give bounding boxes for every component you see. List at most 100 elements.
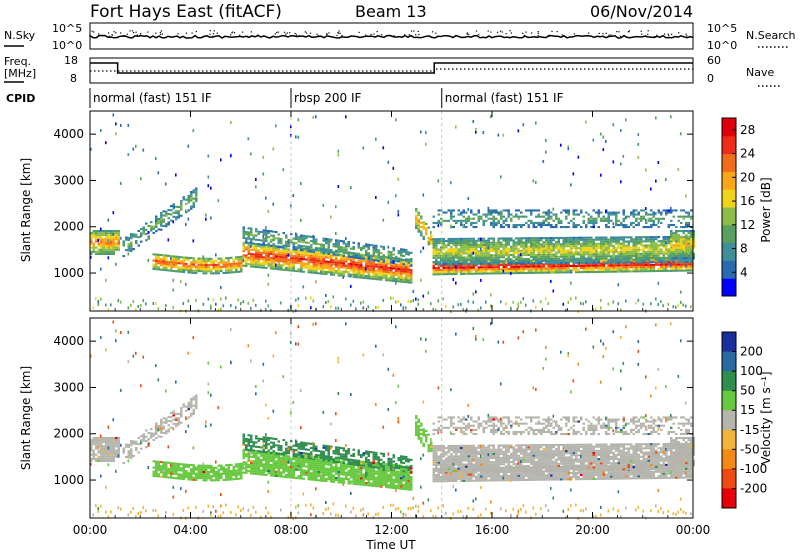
power-cell bbox=[245, 239, 248, 242]
power-scatter bbox=[620, 129, 622, 132]
power-cell bbox=[482, 260, 485, 263]
power-cell bbox=[547, 217, 550, 220]
power-cell bbox=[150, 225, 153, 228]
power-cell bbox=[145, 239, 148, 242]
power-cell bbox=[105, 252, 108, 255]
power-cell bbox=[570, 241, 573, 244]
power-cell bbox=[297, 249, 300, 252]
power-cell bbox=[180, 262, 183, 265]
power-cell bbox=[642, 226, 645, 229]
power-cell bbox=[585, 236, 588, 239]
power-cell bbox=[487, 237, 490, 240]
power-cell bbox=[645, 246, 648, 249]
noise-search-point bbox=[505, 33, 507, 35]
power-cell bbox=[407, 259, 410, 262]
power-cell bbox=[470, 211, 473, 214]
power-cell bbox=[582, 247, 585, 250]
power-cell bbox=[625, 264, 628, 267]
power-cell bbox=[167, 221, 170, 224]
power-ground bbox=[335, 306, 337, 310]
power-scatter bbox=[680, 132, 682, 136]
velocity-cell bbox=[102, 453, 105, 456]
power-cell bbox=[342, 254, 345, 257]
power-ground bbox=[217, 308, 220, 312]
power-scatter bbox=[487, 246, 490, 250]
power-cell bbox=[492, 241, 495, 244]
power-scatter bbox=[620, 180, 622, 184]
velocity-scatter bbox=[115, 339, 117, 343]
velocity-cell bbox=[155, 466, 158, 469]
power-cell bbox=[112, 240, 115, 243]
power-cell bbox=[152, 253, 155, 256]
power-cell bbox=[422, 227, 425, 230]
power-cell bbox=[625, 236, 628, 239]
power-cell bbox=[475, 248, 478, 251]
velocity-cell bbox=[170, 416, 173, 419]
velocity-cell bbox=[110, 457, 113, 460]
power-cell bbox=[322, 250, 325, 253]
power-cell bbox=[527, 249, 530, 252]
velocity-scatter bbox=[155, 364, 157, 368]
power-cell bbox=[442, 246, 445, 249]
power-cell bbox=[632, 211, 635, 214]
power-cell bbox=[357, 257, 360, 260]
power-cell bbox=[445, 240, 448, 243]
power-cell bbox=[575, 253, 578, 256]
power-cell bbox=[462, 262, 465, 265]
power-cell bbox=[387, 277, 390, 280]
power-cell bbox=[252, 246, 255, 249]
power-cell bbox=[100, 248, 103, 251]
velocity-ground bbox=[107, 515, 110, 519]
power-cell bbox=[630, 255, 633, 258]
power-cell bbox=[547, 215, 550, 218]
power-cell bbox=[310, 267, 313, 270]
power-cell bbox=[387, 279, 390, 282]
power-cell bbox=[662, 236, 665, 239]
power-cell bbox=[467, 237, 470, 240]
power-cell bbox=[552, 245, 555, 248]
power-cell bbox=[507, 237, 510, 240]
power-cell bbox=[480, 262, 483, 265]
power-scatter bbox=[522, 123, 525, 127]
power-cell bbox=[587, 257, 590, 260]
power-cell bbox=[270, 265, 273, 268]
power-cell bbox=[542, 241, 545, 244]
power-cell bbox=[620, 238, 623, 241]
power-cell bbox=[195, 197, 198, 200]
power-cell bbox=[270, 267, 273, 270]
power-cell bbox=[572, 247, 575, 250]
power-cell bbox=[285, 260, 288, 263]
power-cell bbox=[462, 256, 465, 259]
power-cell bbox=[480, 268, 483, 271]
power-cell bbox=[377, 267, 380, 270]
power-cell bbox=[522, 267, 525, 270]
power-cell bbox=[650, 256, 653, 259]
power-cell bbox=[560, 219, 563, 222]
power-cell bbox=[405, 272, 408, 275]
power-cell bbox=[500, 261, 503, 264]
power-cell bbox=[432, 269, 435, 272]
power-cell bbox=[500, 243, 503, 246]
power-cell bbox=[665, 259, 668, 262]
power-cell bbox=[662, 254, 665, 257]
power-cell bbox=[400, 272, 403, 275]
power-ground bbox=[155, 302, 157, 306]
power-cell bbox=[110, 230, 113, 233]
power-cell bbox=[545, 262, 548, 265]
power-cell bbox=[245, 246, 248, 249]
power-cell bbox=[680, 238, 683, 241]
power-cell bbox=[382, 266, 385, 269]
noise-search-point bbox=[602, 33, 604, 35]
power-cell bbox=[467, 270, 470, 273]
power-cell bbox=[540, 255, 543, 258]
power-cell bbox=[607, 238, 610, 241]
power-cell bbox=[410, 273, 413, 276]
power-scatter bbox=[497, 221, 500, 225]
power-scatter bbox=[265, 196, 267, 200]
power-cell bbox=[640, 257, 643, 260]
cpid-segment-label: normal (fast) 151 IF bbox=[93, 91, 212, 105]
power-cell bbox=[470, 244, 473, 247]
power-cell bbox=[692, 242, 695, 245]
velocity-cell bbox=[100, 447, 103, 450]
power-cell bbox=[152, 225, 155, 228]
